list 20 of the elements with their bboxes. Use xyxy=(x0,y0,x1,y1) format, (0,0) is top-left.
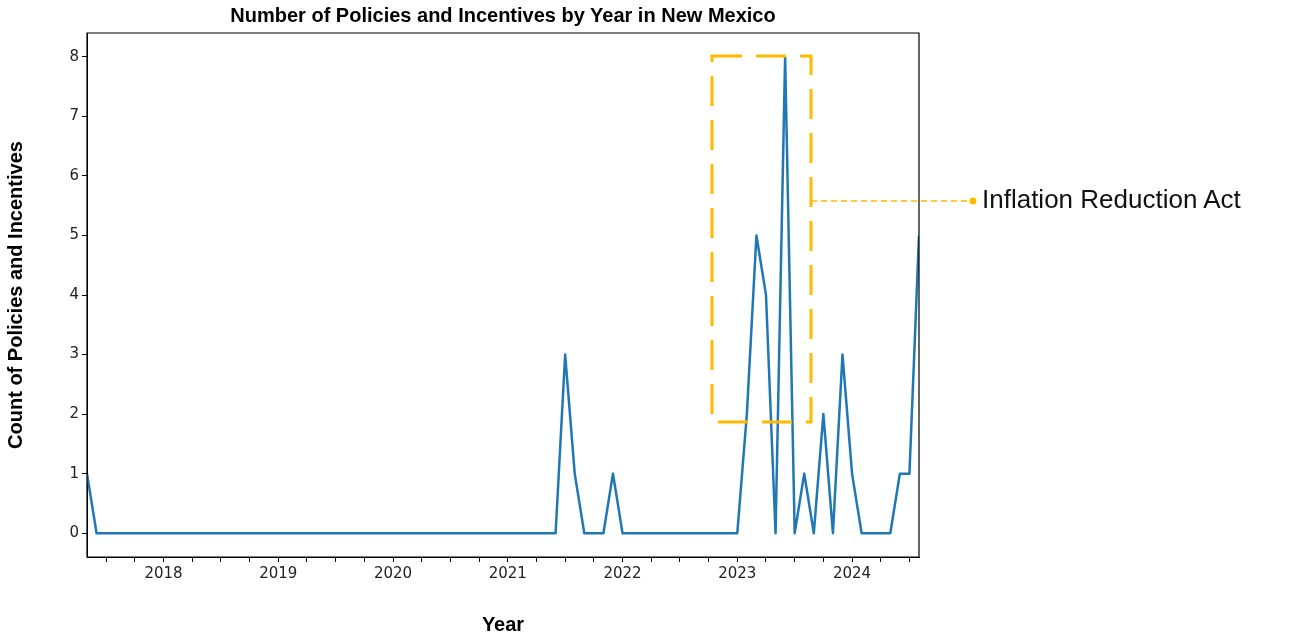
y-tick-label: 2 xyxy=(69,403,79,422)
y-tick-label: 4 xyxy=(69,284,79,303)
y-tick-label: 7 xyxy=(69,106,79,125)
x-axis-title: Year xyxy=(481,612,525,635)
y-axis-title: Count of Policies and Incentives xyxy=(3,141,26,449)
x-tick-label: 2021 xyxy=(488,563,527,582)
y-tick-label: 1 xyxy=(69,463,79,482)
chart-title: Number of Policies and Incentives by Year in New Mexico xyxy=(229,4,777,27)
x-tick-label: 2024 xyxy=(832,563,872,582)
y-tick-label: 3 xyxy=(69,344,79,363)
text: Inflation Reduction Act xyxy=(982,184,1241,215)
x-tick-label: 2018 xyxy=(144,563,183,582)
y-tick-label: 8 xyxy=(69,46,79,65)
y-tick-label: 0 xyxy=(69,523,79,542)
x-tick-label: 2023 xyxy=(718,563,757,582)
y-tick-label: 5 xyxy=(69,225,79,244)
x-tick-label: 2022 xyxy=(603,563,642,582)
x-tick-label: 2020 xyxy=(373,563,413,582)
y-tick-label: 6 xyxy=(69,165,79,184)
x-tick-label: 2019 xyxy=(259,563,298,582)
